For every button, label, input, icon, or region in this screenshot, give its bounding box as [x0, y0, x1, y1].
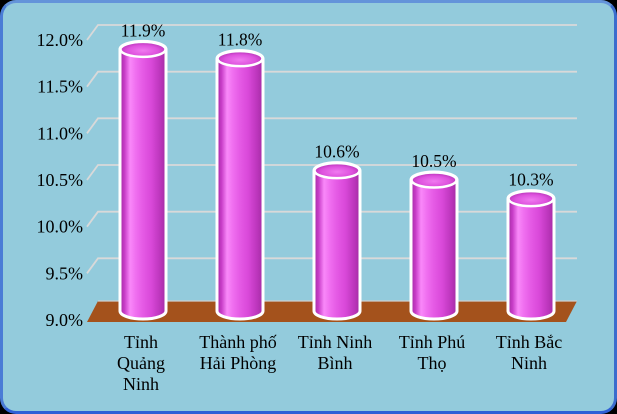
bar-value-label: 10.6%: [314, 142, 359, 162]
y-tick-label: 12.0%: [37, 30, 84, 50]
category-label-line: Ninh: [123, 374, 159, 394]
gridline: [86, 117, 577, 134]
gridline: [86, 24, 577, 41]
y-tick-label: 10.5%: [37, 170, 84, 190]
bar-value-label: 11.8%: [218, 30, 263, 50]
category-label-line: Quảng: [117, 353, 165, 373]
bars-layer: [118, 39, 556, 321]
category-label-line: Hải Phòng: [199, 353, 277, 373]
bar-value-label: 11.9%: [121, 20, 166, 40]
value-labels-layer: 11.9% 11.8% 10.6% 10.5% 10.3%: [121, 20, 554, 189]
category-label: Tỉnh Quảng Ninh: [83, 332, 199, 395]
bar-cylinder-body: [215, 49, 265, 321]
bar-value-label: 10.5%: [411, 151, 456, 171]
gridline: [86, 164, 577, 181]
bar-cylinder-top: [313, 161, 361, 180]
bar-cylinder-top: [507, 189, 555, 208]
category-label: Thành phố Hải Phòng: [180, 332, 296, 374]
bar-cylinder-body: [118, 39, 168, 321]
category-label-line: Thọ: [417, 353, 447, 373]
category-label-line: Thành phố: [199, 332, 277, 352]
category-label: Tỉnh Phú Thọ: [374, 332, 490, 374]
bar-cylinder: [118, 39, 168, 321]
bar-cylinder-body: [409, 170, 459, 321]
y-axis-layer: 12.0% 11.5% 11.0% 10.5% 10.0% 9.5% 9.0%: [37, 30, 84, 330]
gridline: [86, 70, 577, 88]
category-label-line: Tỉnh Bắc: [495, 332, 563, 352]
category-label-line: Tỉnh Ninh: [297, 332, 373, 352]
bar-value-label: 10.3%: [508, 170, 553, 190]
bar-cylinder: [506, 189, 556, 321]
y-tick-label: 11.5%: [37, 77, 83, 97]
category-label-line: Tỉnh: [124, 332, 158, 352]
category-label: Tỉnh Ninh Bình: [277, 332, 393, 374]
bar-cylinder-body: [312, 161, 362, 321]
y-tick-label: 9.5%: [46, 263, 84, 283]
category-label-line: Tỉnh Phú: [398, 332, 466, 352]
category-label: Tỉnh Bắc Ninh: [471, 332, 587, 374]
y-tick-label: 9.0%: [46, 310, 84, 330]
y-tick-label: 10.0%: [37, 217, 84, 237]
y-tick-label: 11.0%: [37, 123, 83, 143]
bar-cylinder-top: [119, 40, 167, 59]
category-label-line: Ninh: [511, 353, 547, 373]
bar-cylinder: [215, 49, 265, 321]
bar-cylinder-top: [410, 171, 458, 189]
bar-cylinder: [409, 170, 459, 321]
bar-cylinder-top: [216, 49, 264, 68]
category-label-line: Bình: [317, 353, 353, 373]
bar-cylinder: [312, 161, 362, 321]
bar-cylinder-body: [506, 189, 556, 321]
